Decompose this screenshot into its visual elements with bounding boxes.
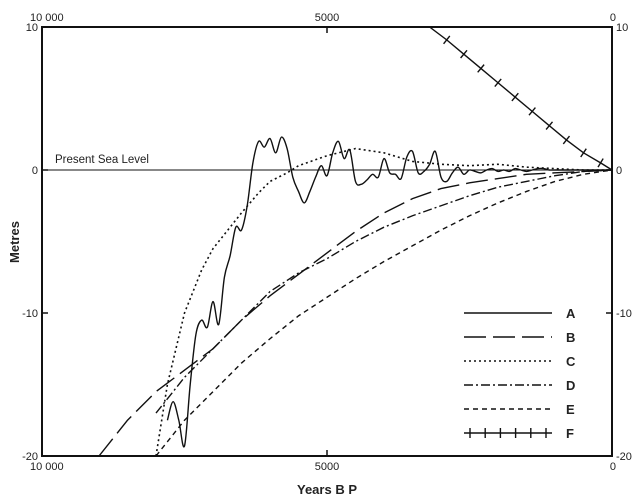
legend-label-a: A	[566, 306, 576, 321]
y-tick-label-left: 0	[32, 165, 38, 177]
legend-label-f: F	[566, 426, 574, 441]
series-f-tick	[443, 35, 451, 45]
series-f-tick	[494, 78, 502, 88]
x-tick-label-top: 10 000	[30, 12, 64, 24]
y-tick-label-right: 10	[616, 22, 628, 34]
y-tick-label-right: 0	[616, 165, 622, 177]
series-f-tick	[460, 49, 468, 59]
legend-label-e: E	[566, 402, 575, 417]
series-f-tick	[545, 121, 554, 130]
legend-label-d: D	[566, 378, 575, 393]
plot-frame	[41, 26, 613, 457]
x-tick-label-bottom: 0	[610, 461, 616, 473]
x-tick-label-top: 0	[610, 12, 616, 24]
x-axis-title: Years B P	[297, 482, 357, 497]
series-line-e	[155, 169, 612, 456]
series-line-a	[166, 136, 612, 448]
y-tick-label-left: -20	[22, 451, 38, 463]
x-tick-label-top: 5000	[315, 12, 339, 24]
series-f-tick	[580, 148, 587, 158]
legend-label-b: B	[566, 330, 575, 345]
series-line-c	[155, 147, 612, 456]
series-line-d	[155, 169, 612, 414]
series-f-tick	[511, 92, 519, 102]
series-lines	[98, 27, 612, 456]
series-f-tick	[597, 158, 604, 168]
present-sea-level-label: Present Sea Level	[55, 154, 149, 166]
series-line-f	[429, 27, 612, 171]
axis-ticks	[41, 26, 613, 457]
y-tick-label-left: -10	[22, 308, 38, 320]
series-line-b	[98, 169, 612, 456]
y-tick-label-left: 10	[26, 22, 38, 34]
x-tick-label-bottom: 10 000	[30, 461, 64, 473]
y-axis-title: Metres	[7, 221, 22, 263]
y-tick-label-right: -20	[616, 451, 632, 463]
y-tick-label-right: -10	[616, 308, 632, 320]
series-f-tick	[562, 135, 571, 145]
series-f-tick	[477, 64, 485, 73]
legend-label-c: C	[566, 354, 576, 369]
x-tick-label-bottom: 5000	[315, 461, 339, 473]
series-f-tick	[528, 107, 536, 116]
